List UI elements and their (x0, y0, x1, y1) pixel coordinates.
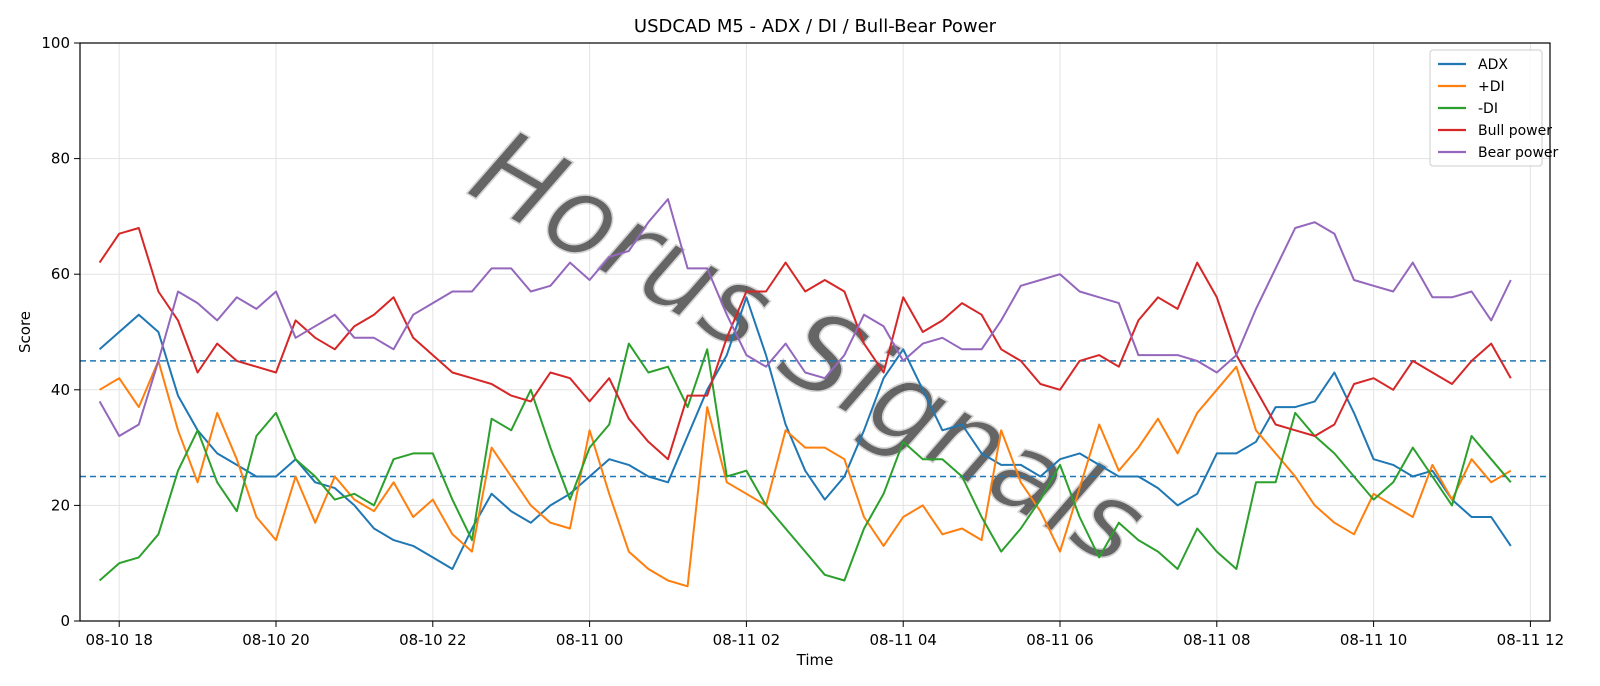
series-lines (98, 198, 1512, 588)
y-tick-label: 100 (41, 34, 70, 52)
legend-label-adx: ADX (1478, 57, 1508, 73)
x-tick-label: 08-10 22 (399, 631, 466, 649)
x-axis-label: Time (796, 651, 834, 669)
series-line-adx (98, 296, 1512, 570)
y-axis-label: Score (16, 311, 34, 353)
threshold-lines (80, 360, 1550, 478)
x-tick-label: 08-10 20 (242, 631, 309, 649)
legend-label--di: -DI (1478, 101, 1498, 117)
y-tick-label: 20 (51, 496, 70, 514)
chart-title: USDCAD M5 - ADX / DI / Bull-Bear Power (634, 16, 997, 37)
x-tick-label: 08-11 12 (1497, 631, 1564, 649)
series-line-bear-power (98, 198, 1512, 437)
legend-label-bear-power: Bear power (1478, 145, 1559, 161)
y-tick-label: 60 (51, 265, 70, 283)
y-tick-label: 0 (60, 612, 70, 630)
y-tick-label: 40 (51, 381, 70, 399)
plot-frame (79, 42, 1551, 622)
series-line-bull-power (98, 227, 1512, 461)
y-tick-label: 80 (51, 150, 70, 168)
legend: ADX +DI -DI Bull power Bear power (1429, 49, 1559, 167)
x-tick-label: 08-11 08 (1183, 631, 1250, 649)
x-tick-label: 08-11 04 (869, 631, 936, 649)
legend-label-bull-power: Bull power (1478, 123, 1552, 139)
y-axis-ticks: 0 20 40 60 80 100 (41, 34, 80, 630)
x-tick-label: 08-11 02 (713, 631, 780, 649)
legend-box (1429, 49, 1543, 167)
x-tick-label: 08-11 06 (1026, 631, 1093, 649)
x-tick-label: 08-11 10 (1340, 631, 1407, 649)
series-line--di (98, 342, 1512, 582)
legend-label--di: +DI (1478, 79, 1505, 95)
x-tick-label: 08-11 00 (556, 631, 623, 649)
x-tick-label: 08-10 18 (85, 631, 152, 649)
series-line--di (99, 359, 1512, 588)
x-axis-ticks: 08-10 18 08-10 20 08-10 22 08-11 00 08-11 02… (85, 621, 1564, 649)
